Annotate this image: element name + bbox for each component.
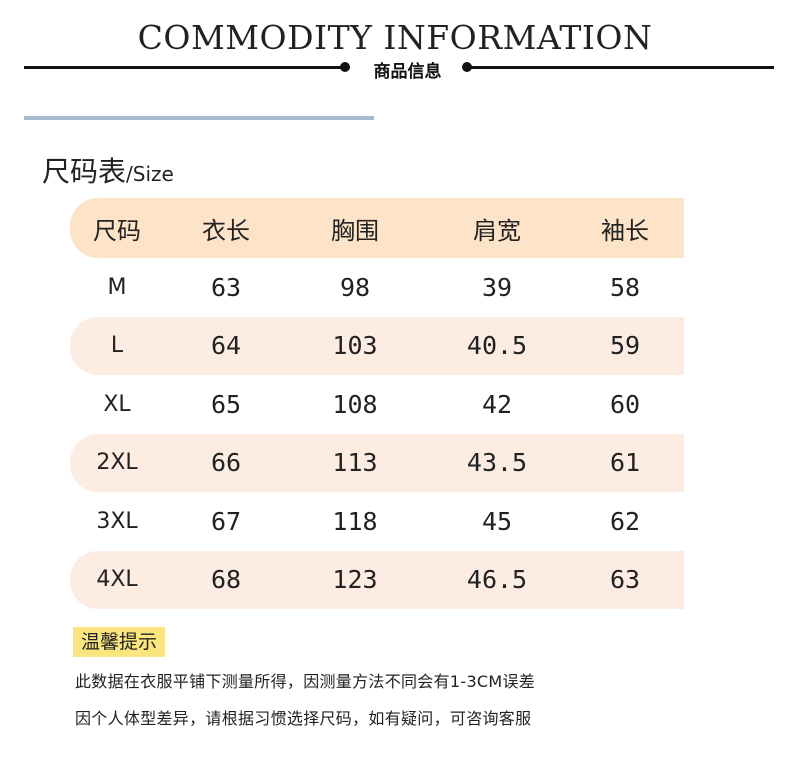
title-rule-right [468, 66, 774, 69]
tips-label: 温馨提示 [73, 627, 166, 657]
size-table-heading: 尺码表/Size [42, 150, 174, 190]
shoulder-cell: 45 [481, 506, 513, 536]
length-cell: 67 [210, 506, 242, 536]
size-cell: 3XL [96, 508, 138, 534]
shoulder-cell: 42 [481, 389, 513, 419]
column-header-sleeve: 袖长 [601, 216, 649, 245]
section-divider [24, 116, 374, 120]
chest-cell: 103 [332, 331, 378, 361]
table-row: 4XL 68 123 46.5 63 [70, 550, 684, 609]
length-cell: 68 [210, 565, 242, 595]
table-row: M 63 98 39 58 [70, 258, 684, 317]
title-rule-left [24, 66, 344, 69]
size-table-heading-zh: 尺码表 [42, 155, 127, 188]
table-row: 2XL 66 113 43.5 61 [70, 433, 684, 492]
sleeve-cell: 61 [609, 448, 641, 478]
page-subtitle: 商品信息 [373, 62, 442, 82]
length-cell: 66 [210, 448, 242, 478]
column-header-chest: 胸围 [331, 216, 379, 245]
size-cell: M [107, 274, 127, 300]
table-row: 3XL 67 118 45 62 [70, 492, 684, 551]
table-row: XL 65 108 42 60 [70, 375, 684, 434]
size-table-heading-en: /Size [126, 162, 174, 186]
chest-cell: 123 [332, 565, 378, 595]
shoulder-cell: 46.5 [466, 565, 528, 595]
shoulder-cell: 43.5 [466, 448, 528, 478]
rule-dot-right [462, 62, 472, 72]
chest-cell: 108 [332, 389, 378, 419]
shoulder-cell: 39 [481, 272, 513, 302]
size-table: 尺码 衣长 胸围 肩宽 袖长 M 63 98 39 58 L 64 103 40… [70, 198, 684, 609]
column-header-size: 尺码 [93, 216, 141, 245]
chest-cell: 118 [332, 506, 378, 536]
chest-cell: 113 [332, 448, 378, 478]
column-header-length: 衣长 [202, 216, 250, 245]
rule-dot-left [340, 62, 350, 72]
size-cell: L [110, 333, 124, 359]
tips-note: 此数据在衣服平铺下测量所得，因测量方法不同会有1-3CM误差 [75, 672, 536, 691]
sleeve-cell: 58 [609, 272, 641, 302]
sleeve-cell: 60 [609, 389, 641, 419]
length-cell: 63 [210, 272, 242, 302]
shoulder-cell: 40.5 [466, 331, 528, 361]
length-cell: 64 [210, 331, 242, 361]
sleeve-cell: 59 [609, 331, 641, 361]
sleeve-cell: 62 [609, 506, 641, 536]
tips-note: 因个人体型差异，请根据习惯选择尺码，如有疑问，可咨询客服 [75, 709, 532, 728]
size-cell: 2XL [96, 450, 138, 476]
table-row: L 64 103 40.5 59 [70, 316, 684, 375]
column-header-shoulder: 肩宽 [473, 216, 521, 245]
sleeve-cell: 63 [609, 565, 641, 595]
page-title: COMMODITY INFORMATION [137, 18, 653, 57]
table-header-row: 尺码 衣长 胸围 肩宽 袖长 [70, 198, 684, 258]
size-cell: 4XL [96, 567, 138, 593]
length-cell: 65 [210, 389, 242, 419]
chest-cell: 98 [339, 272, 371, 302]
size-cell: XL [103, 391, 131, 417]
